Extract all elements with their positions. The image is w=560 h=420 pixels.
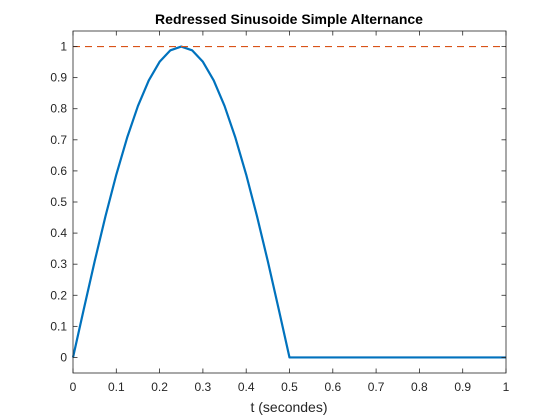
y-tick-label: 0.4: [50, 226, 67, 240]
y-tick-label: 0.6: [50, 164, 67, 178]
y-tick-label: 0.2: [50, 288, 67, 302]
x-tick-label: 1: [503, 380, 510, 394]
y-tick-label: 0.8: [50, 102, 67, 116]
x-tick-label: 0.8: [411, 380, 428, 394]
chart-marks: [71, 45, 506, 359]
x-tick-label: 0.2: [151, 380, 168, 394]
x-axis: 0 0.1 0.2 0.3 0.4 0.5 0.6 0.7 0.8 0.9 1: [70, 31, 510, 394]
x-axis-label: t (secondes): [250, 399, 327, 415]
x-tick-label: 0.3: [195, 380, 212, 394]
y-tick-label: 0.9: [50, 71, 67, 85]
x-tick-label: 0.5: [281, 380, 298, 394]
y-tick-label: 0: [60, 350, 67, 364]
y-tick-label: 0.3: [50, 257, 67, 271]
y-tick-label: 0.1: [50, 319, 67, 333]
x-tick-label: 0.6: [324, 380, 341, 394]
x-tick-label: 0.4: [238, 380, 255, 394]
chart-title: Redressed Sinusoide Simple Alternance: [155, 11, 423, 27]
y-tick-label: 0.5: [50, 195, 67, 209]
y-tick-label: 1: [60, 40, 67, 54]
x-tick-label: 0.9: [454, 380, 471, 394]
x-tick-label: 0: [70, 380, 77, 394]
y-tick-label: 0.7: [50, 133, 67, 147]
plot-area: [73, 31, 506, 373]
x-tick-label: 0.1: [108, 380, 125, 394]
x-tick-label: 0.7: [368, 380, 385, 394]
y-axis: 0 0.1 0.2 0.3 0.4 0.5 0.6 0.7 0.8 0.9 1: [50, 40, 506, 364]
series-line-0: [71, 45, 506, 359]
